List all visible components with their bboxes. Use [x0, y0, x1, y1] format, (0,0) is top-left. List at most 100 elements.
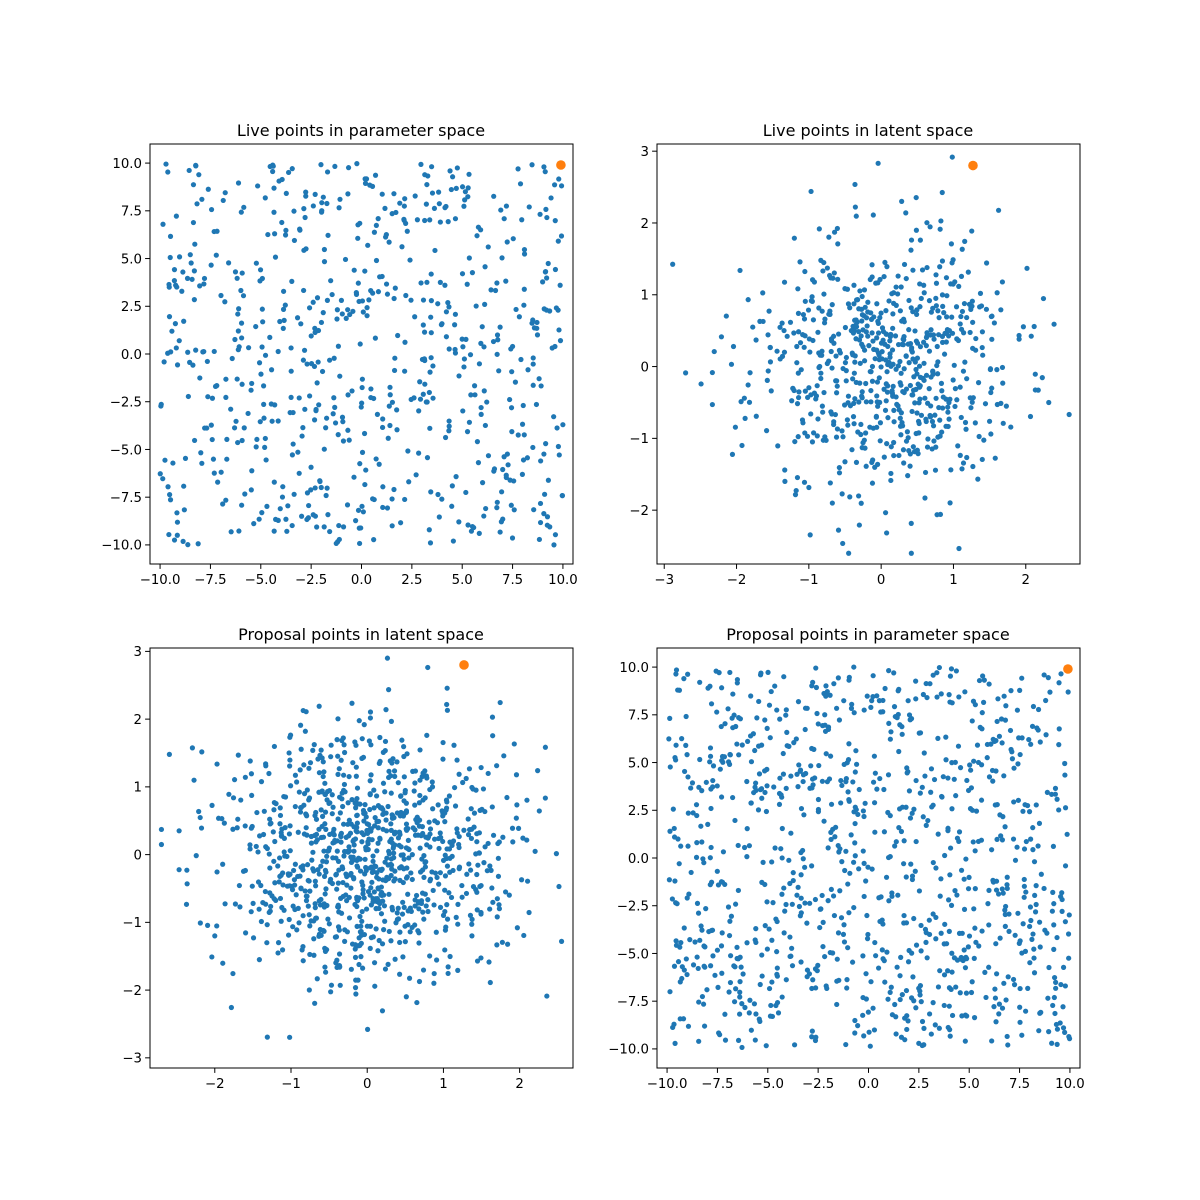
scatter-point: [305, 903, 311, 909]
scatter-point: [519, 421, 526, 427]
scatter-point: [792, 438, 798, 445]
scatter-point: [174, 519, 181, 525]
scatter-point: [494, 499, 500, 505]
scatter-point: [425, 664, 431, 671]
scatter-point: [884, 949, 890, 955]
scatter-point: [289, 522, 295, 529]
scatter-point: [893, 1014, 899, 1020]
scatter-point: [300, 707, 306, 714]
scatter-point: [314, 837, 320, 843]
scatter-point: [908, 520, 914, 526]
scatter-point: [427, 826, 434, 832]
scatter-point: [306, 912, 312, 918]
scatter-point: [429, 164, 435, 170]
scatter-point: [414, 999, 420, 1006]
scatter-point: [229, 355, 235, 362]
scatter-point: [379, 1008, 386, 1014]
scatter-point: [998, 307, 1004, 313]
scatter-point: [407, 257, 413, 263]
scatter-point: [481, 344, 487, 350]
scatter-point: [789, 901, 795, 907]
scatter-point: [330, 855, 336, 861]
scatter-point: [864, 936, 871, 942]
scatter-point: [395, 332, 401, 339]
scatter-point: [542, 795, 548, 801]
scatter-point: [879, 349, 885, 355]
scatter-point: [478, 411, 484, 417]
scatter-point: [416, 450, 422, 456]
scatter-point: [378, 892, 384, 898]
scatter-point: [975, 380, 982, 386]
scatter-point: [918, 922, 924, 929]
scatter-point: [819, 308, 825, 314]
scatter-point: [916, 400, 922, 406]
scatter-point: [469, 270, 476, 276]
scatter-point: [496, 906, 502, 912]
scatter-point: [444, 863, 451, 869]
scatter-point: [298, 746, 304, 752]
scatter-point: [556, 883, 562, 890]
scatter-point: [404, 228, 410, 234]
scatter-point: [327, 357, 333, 363]
scatter-point: [431, 902, 437, 908]
scatter-point: [316, 402, 322, 408]
scatter-point: [839, 859, 845, 865]
scatter-point: [859, 395, 865, 401]
scatter-point: [802, 333, 808, 339]
scatter-point: [463, 890, 470, 897]
scatter-point: [825, 845, 831, 851]
scatter-point: [551, 542, 557, 548]
scatter-point: [520, 457, 527, 463]
scatter-point: [901, 838, 907, 844]
scatter-point: [937, 226, 943, 232]
scatter-point: [342, 749, 348, 756]
scatter-point: [345, 800, 351, 806]
scatter-point: [948, 902, 955, 908]
scatter-point: [912, 400, 918, 406]
scatter-point: [812, 775, 818, 781]
scatter-point: [324, 297, 330, 303]
scatter-point: [417, 792, 423, 799]
scatter-point: [768, 688, 774, 695]
scatter-point: [800, 311, 807, 318]
scatter-point: [491, 193, 497, 199]
scatter-point: [1051, 974, 1058, 981]
scatter-point: [430, 887, 436, 894]
scatter-point: [845, 881, 851, 887]
scatter-point: [341, 848, 348, 855]
scatter-point: [776, 801, 783, 808]
scatter-point: [889, 347, 896, 353]
scatter-point: [161, 359, 167, 365]
scatter-point: [774, 965, 780, 971]
scatter-point: [380, 416, 386, 422]
scatter-point: [456, 844, 462, 851]
scatter-point: [1062, 1029, 1068, 1035]
scatter-point: [718, 723, 724, 730]
scatter-point: [495, 855, 501, 861]
scatter-point: [811, 746, 817, 752]
y-tick-label: 7.5: [121, 205, 142, 220]
scatter-point: [264, 503, 270, 509]
scatter-point: [775, 1010, 782, 1016]
scatter-point: [738, 964, 744, 970]
scatter-point: [340, 419, 346, 425]
scatter-point: [852, 1030, 858, 1036]
scatter-point: [757, 318, 763, 324]
scatter-point: [482, 264, 488, 270]
scatter-point: [277, 855, 283, 861]
scatter-point: [747, 370, 753, 376]
scatter-point: [349, 700, 355, 706]
scatter-point: [993, 887, 1000, 893]
scatter-point: [1000, 814, 1006, 820]
scatter-point: [417, 747, 423, 753]
scatter-point: [418, 833, 424, 839]
scatter-point: [301, 831, 307, 837]
scatter-point: [340, 438, 347, 444]
scatter-point: [402, 196, 408, 202]
scatter-point: [954, 397, 960, 403]
scatter-point: [271, 185, 277, 191]
scatter-point: [779, 320, 785, 326]
scatter-point: [401, 753, 407, 760]
scatter-point: [273, 897, 279, 904]
scatter-point: [167, 254, 173, 261]
